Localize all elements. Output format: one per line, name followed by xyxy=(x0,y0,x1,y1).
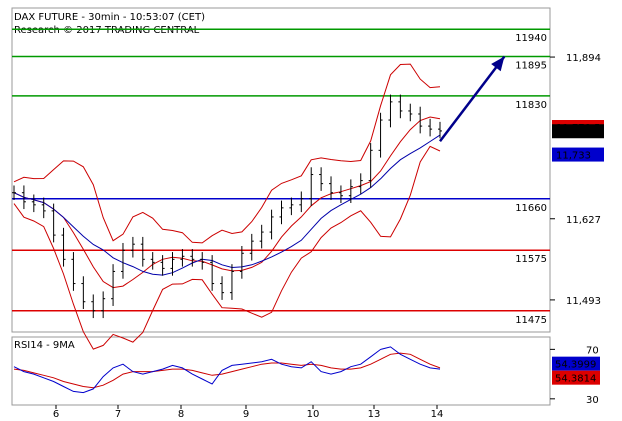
x-tick-label-7: 7 xyxy=(115,409,121,420)
x-tick-label-14: 14 xyxy=(431,409,444,420)
level-label-11940: 11940 xyxy=(515,33,547,44)
main-panel-frame xyxy=(11,7,551,333)
x-tick-label-10: 10 xyxy=(307,409,320,420)
bollinger-middle xyxy=(13,116,441,289)
rsi-tag-54.3999 xyxy=(552,356,600,371)
rsi-ma-line xyxy=(13,352,441,389)
rsi-line xyxy=(13,346,441,394)
rsi-tick-label-30: 30 xyxy=(586,395,599,406)
price-tag-label-11,771.5: 11,771.5 xyxy=(556,127,601,138)
x-tick-label-13: 13 xyxy=(368,409,381,420)
forecast-arrow-head xyxy=(491,56,505,72)
level-label-11895: 11895 xyxy=(515,60,547,71)
forecast-arrow-shaft xyxy=(439,55,506,142)
y-tick-label-11,627: 11,627 xyxy=(566,215,601,226)
chart-subtitle: Research © 2017 TRADING CENTRAL xyxy=(14,25,200,36)
x-tick-label-9: 9 xyxy=(243,409,249,420)
level-label-11830: 11830 xyxy=(515,100,547,111)
x-tick-label-6: 6 xyxy=(53,409,59,420)
x-tick-label-8: 8 xyxy=(178,409,184,420)
level-label-11475: 11475 xyxy=(515,315,547,326)
y-tick-label-11,894: 11,894 xyxy=(566,53,601,64)
y-tick-label-11,493: 11,493 xyxy=(566,296,601,307)
rsi-panel-frame xyxy=(11,336,551,406)
bollinger-upper xyxy=(13,63,441,244)
level-label-11575: 11575 xyxy=(515,254,547,265)
rsi-tag-label-54.3814: 54.3814 xyxy=(555,374,596,385)
bollinger-lower xyxy=(13,145,441,350)
rsi-tag-54.3814 xyxy=(552,370,600,385)
moving-average-line xyxy=(13,134,441,276)
rsi-tick-label-70: 70 xyxy=(586,345,599,356)
price-tag-11,771.5 xyxy=(552,124,604,139)
level-label-11660: 11660 xyxy=(515,203,547,214)
rsi-panel-label: RSI14 - 9MA xyxy=(14,340,75,351)
chart-title: DAX FUTURE - 30min - 10:53:07 (CET) xyxy=(14,12,205,23)
price-tag-label-11,733: 11,733 xyxy=(556,151,591,162)
price-tag-11,733 xyxy=(552,147,604,162)
rsi-tag-label-54.3999: 54.3999 xyxy=(555,360,596,371)
